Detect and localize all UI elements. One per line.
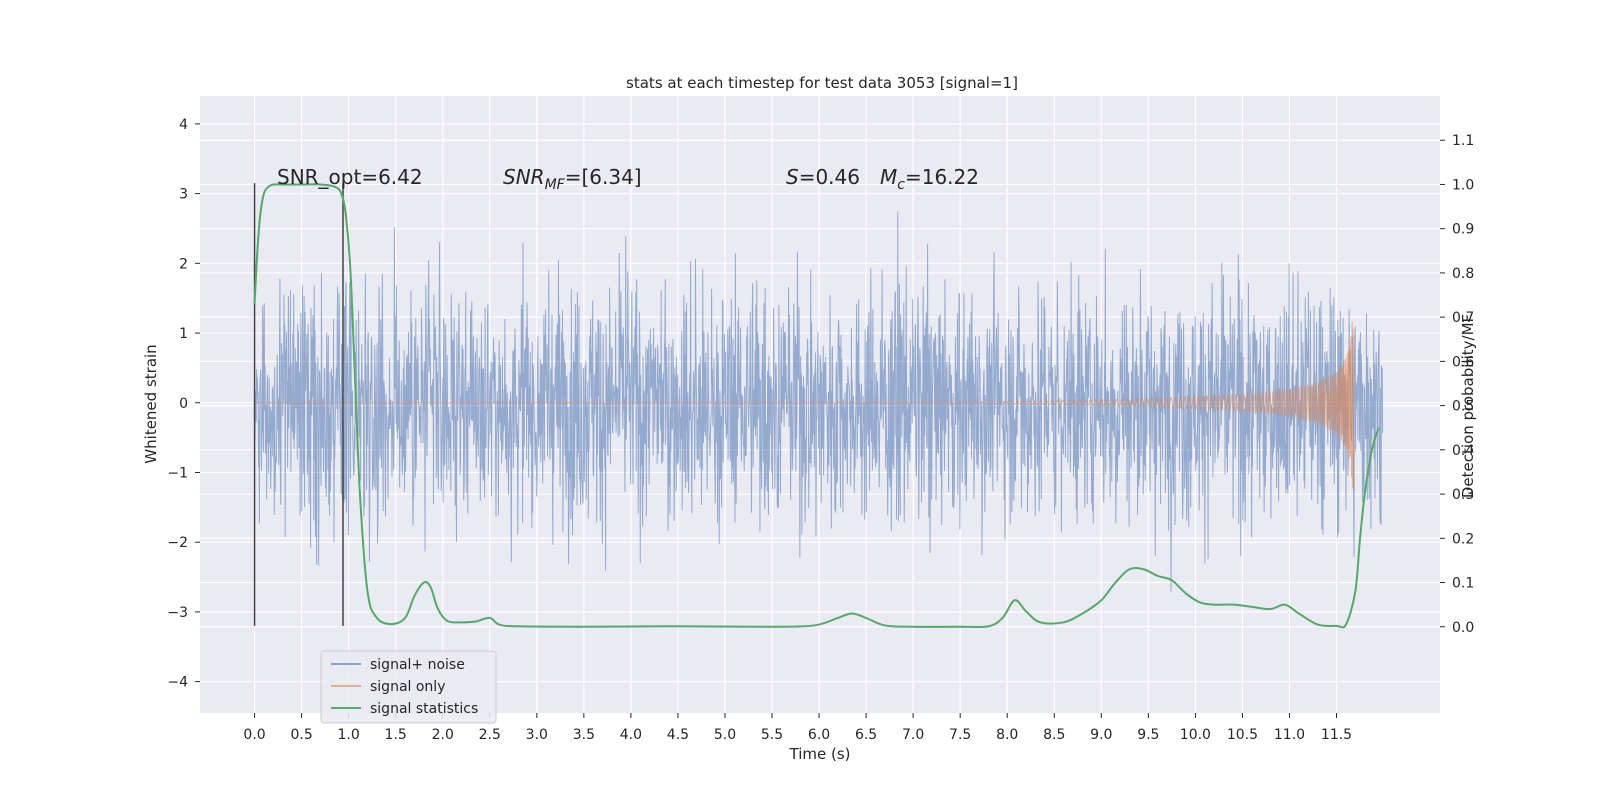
x-tick-label: 3.5 (573, 727, 595, 743)
x-tick-label: 4.0 (620, 727, 642, 743)
x-tick-label: 2.5 (479, 727, 501, 743)
legend-label-signal-only: signal only (370, 679, 445, 695)
signal-statistics-line (253, 183, 1380, 629)
x-tick-label: 4.5 (667, 727, 689, 743)
y-axis-label: Whitened strain (142, 344, 160, 463)
x-tick-label: 9.0 (1090, 727, 1112, 743)
x-tick-label: 10.0 (1180, 727, 1211, 743)
y-tick-label: 3 (179, 187, 188, 203)
x-tick-label: 8.0 (996, 727, 1018, 743)
x-tick-label: 0.0 (243, 727, 265, 743)
y-right-tick-label: 0.6 (1452, 354, 1474, 370)
annotation-mc-sub: c (897, 177, 905, 193)
x-tick-label: 1.5 (385, 727, 407, 743)
y-right-tick-label: 0.2 (1452, 531, 1474, 547)
y-tick-label: 1 (179, 326, 188, 342)
series-signal-noise (254, 211, 1384, 592)
annotation-snr-mf: SNRMF=[6.34] (503, 165, 642, 193)
y-right-tick-label: 1.0 (1452, 177, 1474, 193)
y-right-tick-label: 0.4 (1452, 443, 1474, 459)
annotation-mc-label: M (880, 165, 897, 189)
x-tick-label: 7.5 (949, 727, 971, 743)
x-tick-label: 1.0 (338, 727, 360, 743)
y-right-tick-label: 0.3 (1452, 487, 1474, 503)
y-tick-label: 2 (179, 256, 188, 272)
x-tick-label: 8.5 (1043, 727, 1065, 743)
series-signal-only (254, 321, 1354, 490)
x-tick-label: 0.5 (290, 727, 312, 743)
annotation-s: S=0.46 (786, 165, 860, 189)
y-right-tick-label: 0.5 (1452, 399, 1474, 415)
y-tick-label: −1 (167, 465, 188, 481)
y-right-tick-label: 1.1 (1452, 133, 1474, 149)
x-tick-label: 6.0 (808, 727, 830, 743)
x-tick-label: 2.0 (432, 727, 454, 743)
annotation-snr-mf-sub: MF (545, 177, 566, 193)
annotation-s-value: =0.46 (799, 165, 860, 189)
legend-label-signal-noise: signal+ noise (370, 657, 465, 673)
y-tick-label: −3 (167, 605, 188, 621)
chart-title: stats at each timestep for test data 305… (626, 74, 1018, 92)
vertical-lines (253, 183, 344, 626)
x-tick-label: 3.0 (526, 727, 548, 743)
annotation-snr-mf-main: SNR (503, 165, 545, 189)
x-tick-label: 11.5 (1321, 727, 1352, 743)
y-tick-label: −2 (167, 535, 188, 551)
annotation-snr-opt: SNR_opt=6.42 (277, 165, 423, 189)
x-tick-label: 5.5 (761, 727, 783, 743)
x-axis-ticks: 0.0 0.5 1.0 1.5 2.0 2.5 3.0 3.5 4.0 4.5 5.0 5.5 6.0 6… (243, 713, 1352, 743)
annotation-s-label: S (786, 165, 799, 189)
y-tick-label: 4 (179, 117, 188, 133)
series-signal-statistics (253, 183, 1380, 629)
x-tick-label: 11.0 (1274, 727, 1305, 743)
x-tick-label: 5.0 (714, 727, 736, 743)
y-right-tick-label: 0.7 (1452, 310, 1474, 326)
legend-box (320, 650, 497, 724)
legend: signal+ noise signal only signal statist… (320, 650, 497, 724)
y-tick-label: −4 (167, 675, 188, 691)
y-right-tick-label: 0.1 (1452, 576, 1474, 592)
x-tick-label: 7.0 (902, 727, 924, 743)
annotation-mc-value: =16.22 (905, 165, 979, 189)
y-right-tick-label: 0.8 (1452, 266, 1474, 282)
x-tick-label: 9.5 (1137, 727, 1159, 743)
y-axis-ticks: −4 −3 −2 −1 0 1 2 3 4 (167, 117, 200, 691)
x-tick-label: 10.5 (1227, 727, 1258, 743)
y-right-tick-label: 0.9 (1452, 222, 1474, 238)
y-axis-right-ticks: 0.0 0.1 0.2 0.3 0.4 0.5 0.6 0.7 0.8 0.9 1.0 1.1 (1440, 133, 1474, 636)
annotation-mc: Mc=16.22 (880, 165, 979, 193)
x-axis-label: Time (s) (789, 745, 851, 763)
noise-line (254, 211, 1384, 592)
y-axis-right-label: Detection probability/MF (1459, 314, 1477, 498)
legend-label-signal-statistics: signal statistics (370, 701, 478, 717)
x-tick-label: 6.5 (855, 727, 877, 743)
annotation-snr-mf-value: =[6.34] (565, 165, 642, 189)
y-right-tick-label: 0.0 (1452, 620, 1474, 636)
y-tick-label: 0 (179, 396, 188, 412)
signal-only-line (254, 321, 1354, 490)
